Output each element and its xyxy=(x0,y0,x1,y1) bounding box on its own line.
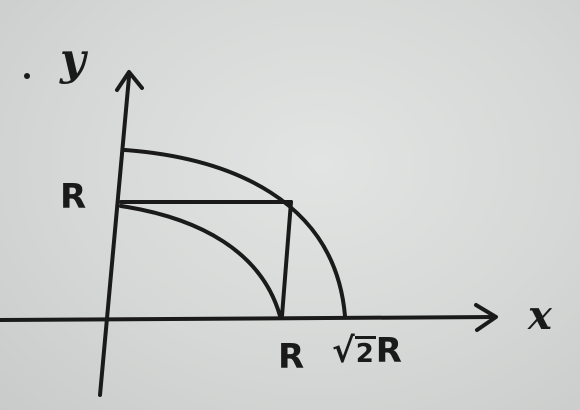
x-axis-line xyxy=(0,315,497,322)
stray-dot xyxy=(24,73,30,79)
sqrt2-r-label: √2R xyxy=(332,331,402,371)
y-axis-arrowhead xyxy=(115,70,144,92)
sqrt-sign: √ xyxy=(332,331,355,371)
sqrt-radicand: 2 xyxy=(354,336,376,369)
sqrt2r-suffix: R xyxy=(375,331,402,371)
r-on-y-axis-label: R xyxy=(60,177,87,217)
r-on-x-axis-label: R xyxy=(278,337,305,377)
vertical-line-to-x xyxy=(280,200,293,318)
y-axis-label: y xyxy=(60,34,86,85)
y-axis-line xyxy=(98,75,131,397)
inner-arc-r xyxy=(119,204,282,318)
outer-arc-sqrt2r xyxy=(123,148,347,318)
x-axis-label: x xyxy=(528,292,552,339)
x-axis-arrowhead xyxy=(474,303,498,332)
